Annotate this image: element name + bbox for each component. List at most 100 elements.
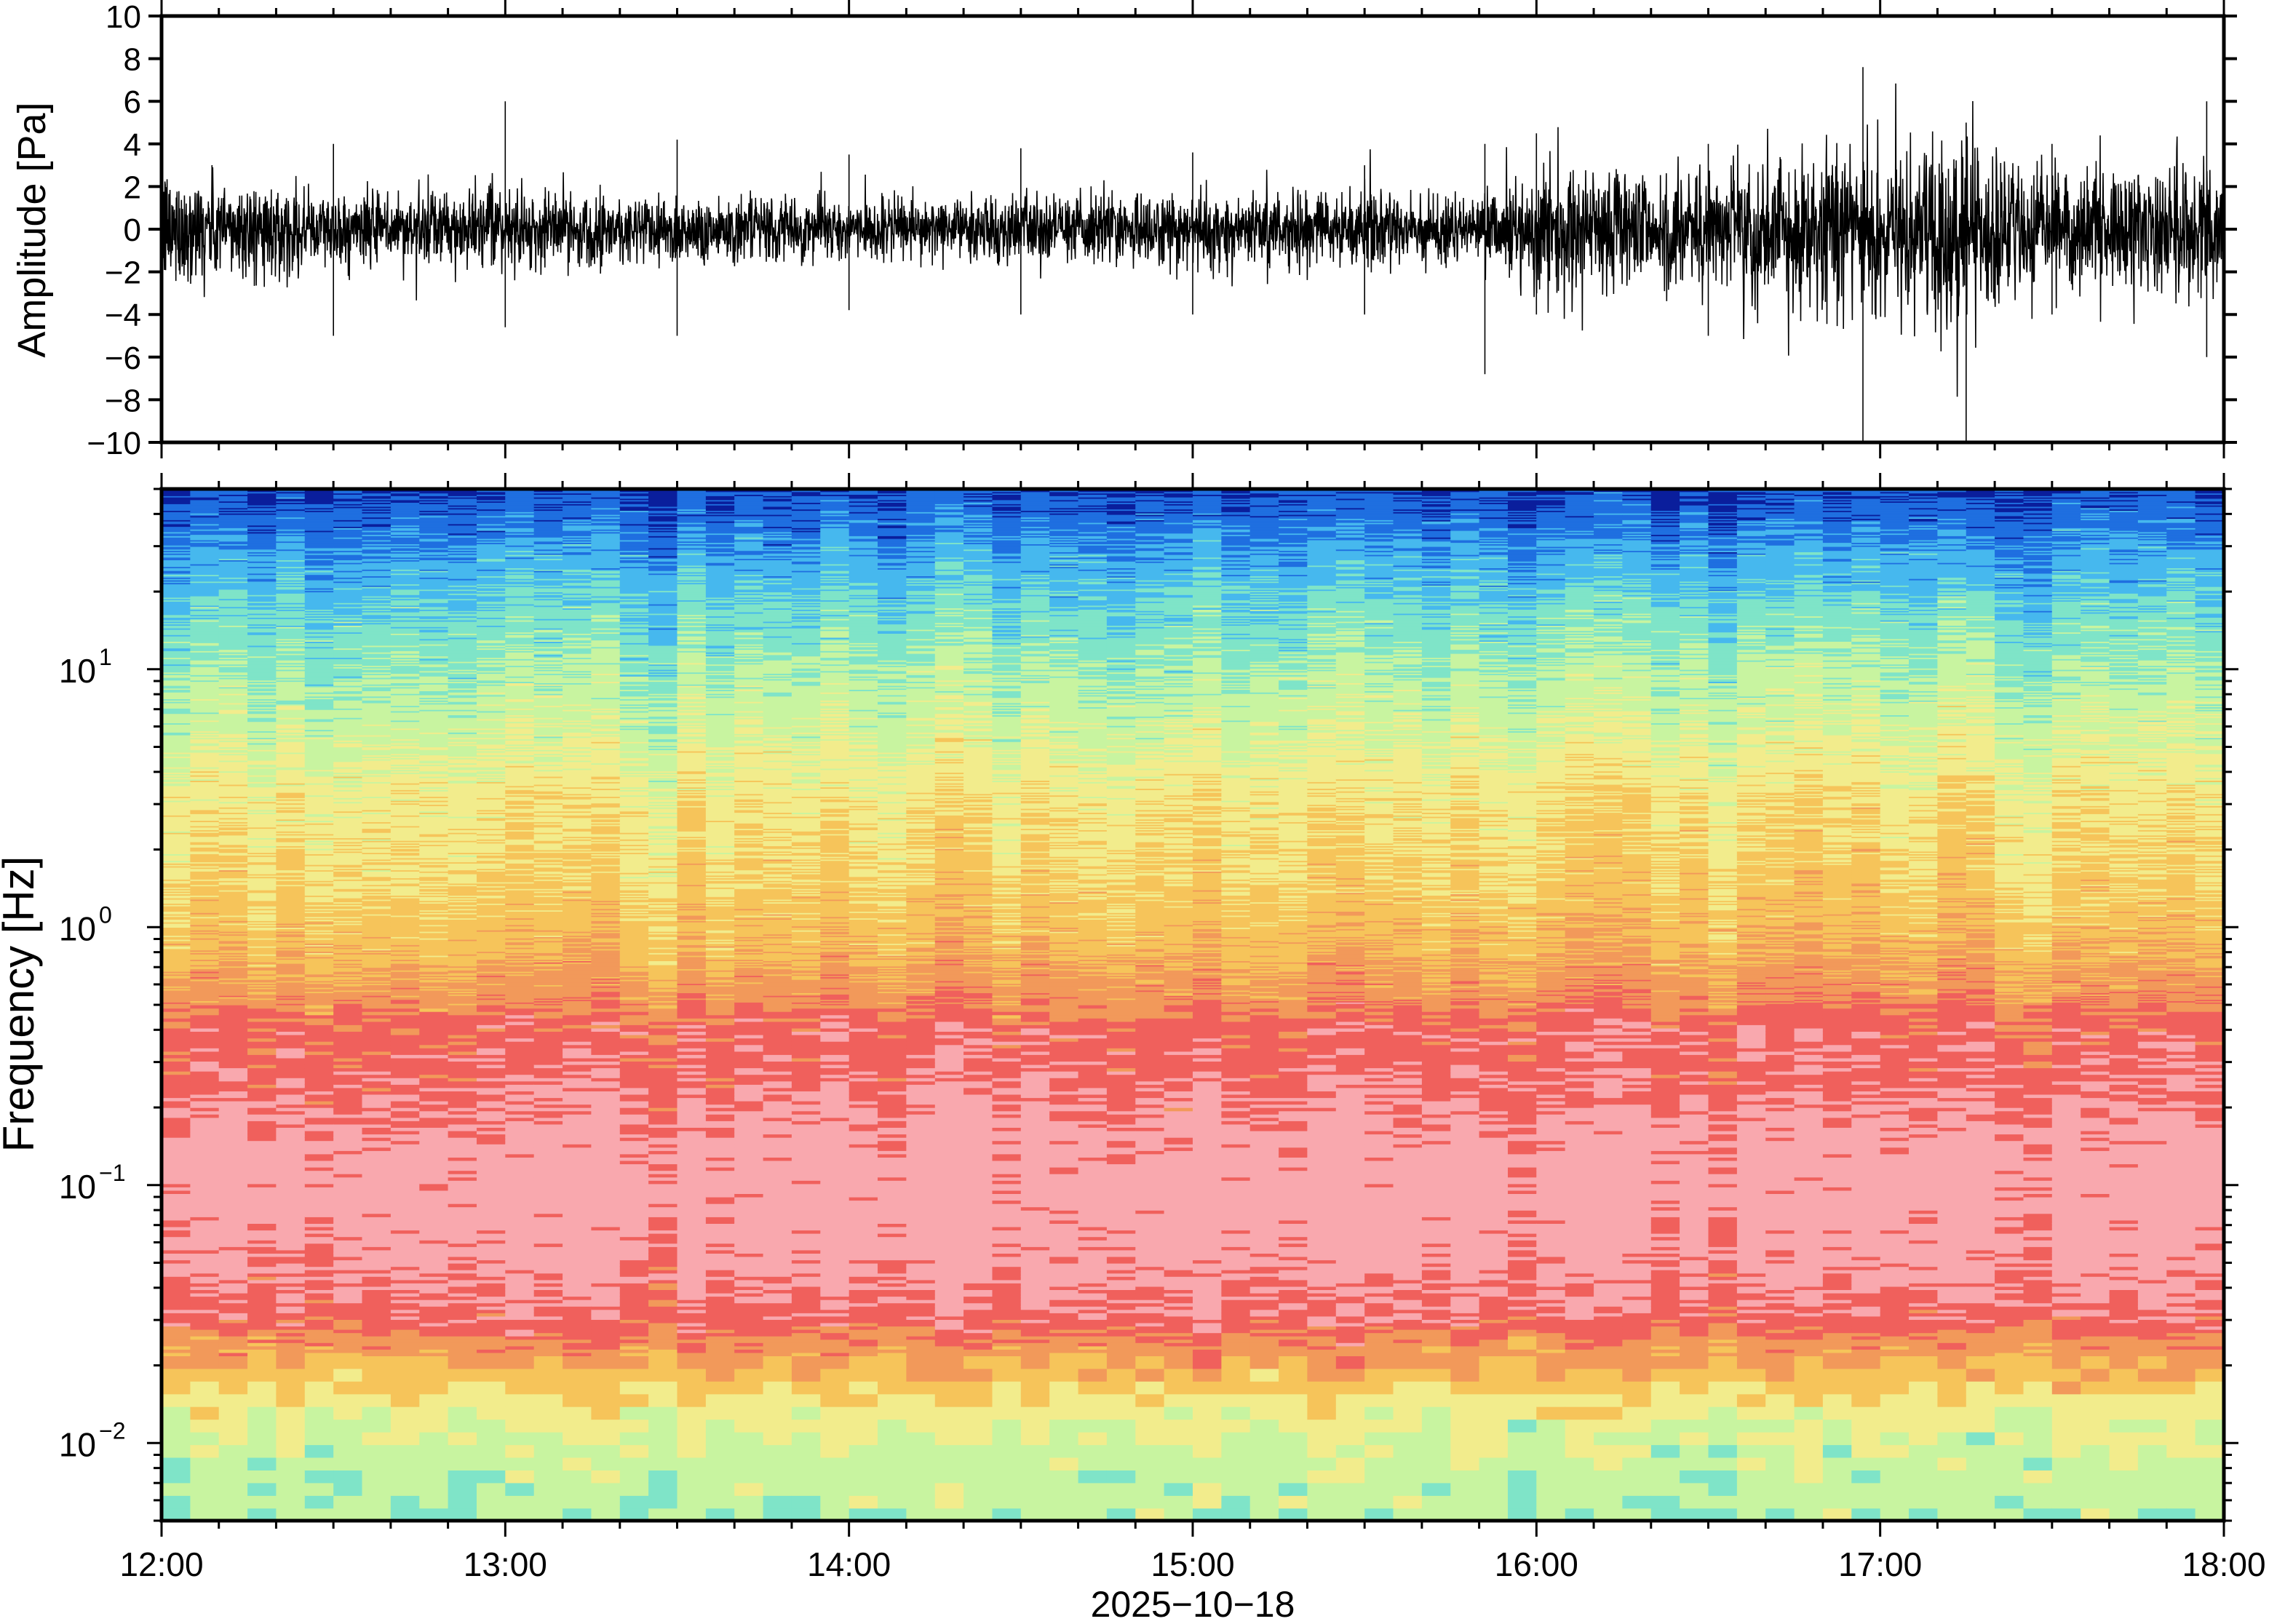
- spectrogram-cell: [419, 1263, 448, 1267]
- spectrogram-cell: [333, 1187, 362, 1190]
- spectrogram-cell: [419, 1061, 448, 1064]
- spectrogram-cell: [333, 1031, 362, 1035]
- spectrogram-cell: [391, 1432, 420, 1445]
- spectrogram-cell: [190, 1457, 219, 1470]
- spectrogram-cell: [305, 1220, 334, 1224]
- spectrogram-cell: [419, 1257, 448, 1260]
- spectrogram-cell: [362, 1134, 392, 1137]
- spectrogram-cell: [247, 1147, 277, 1151]
- spectrogram-cell: [247, 1310, 277, 1313]
- spectrogram-cell: [247, 1250, 277, 1254]
- spectrogram-cell: [333, 1005, 362, 1008]
- spectrogram-cell: [190, 1127, 219, 1131]
- spectrogram-cell: [162, 1302, 191, 1306]
- spectrogram-cell: [333, 1329, 362, 1333]
- spectrogram-cell: [305, 1041, 334, 1045]
- spectrogram-cell: [333, 1061, 362, 1064]
- spectrogram-cell: [305, 1276, 334, 1280]
- spectrogram-cell: [190, 1061, 219, 1064]
- spectrogram-cell: [219, 1342, 248, 1346]
- spectrogram-cell: [362, 1031, 392, 1035]
- spectrogram-cell: [190, 1342, 219, 1346]
- spectrogram-cell: [391, 1263, 420, 1267]
- waveform-y-tick-label: 0: [124, 212, 141, 248]
- spectrogram-cell: [391, 1081, 420, 1085]
- spectrogram-cell: [305, 1088, 334, 1091]
- spectrogram-cell: [219, 1369, 248, 1382]
- spectrogram-cell: [276, 1270, 305, 1273]
- spectrogram-cell: [247, 1296, 277, 1299]
- spectrogram-cell: [276, 1167, 305, 1171]
- spectrogram-cell: [247, 1394, 277, 1407]
- spectrogram-cell: [333, 1310, 362, 1313]
- spectrogram-cell: [333, 1276, 362, 1280]
- spectrogram-cell: [190, 1018, 219, 1022]
- spectrogram-cell: [333, 1270, 362, 1273]
- spectrogram-cell: [362, 1114, 392, 1118]
- spectrogram-cell: [419, 1349, 448, 1353]
- spectrogram-cell: [219, 1250, 248, 1254]
- spectrogram-cell: [419, 1140, 448, 1144]
- spectrogram-cell: [333, 1432, 362, 1445]
- spectrogram-cell: [162, 1457, 191, 1470]
- spectrogram-cell: [276, 1101, 305, 1104]
- spectrogram-cell: [190, 1329, 219, 1333]
- spectrogram-cell: [419, 1227, 448, 1230]
- spectrogram-cell: [362, 1329, 392, 1333]
- spectrogram-cell: [247, 1081, 277, 1085]
- spectrogram-cell: [391, 1214, 420, 1217]
- spectrogram-cell: [305, 1121, 334, 1124]
- spectrogram-cell: [419, 1270, 448, 1273]
- spectrogram-cell: [162, 1180, 191, 1184]
- spectrogram-cell: [276, 1283, 305, 1286]
- waveform-y-tick-label: 6: [124, 84, 141, 120]
- spectrogram-cell: [247, 1107, 277, 1111]
- spectrogram-cell: [391, 1283, 420, 1286]
- spectrogram-cell: [362, 1035, 392, 1038]
- spectrogram-cell: [362, 1263, 392, 1267]
- spectrogram-cell: [333, 1289, 362, 1293]
- spectrogram-cell: [391, 1031, 420, 1035]
- spectrogram-cell: [190, 1180, 219, 1184]
- spectrogram-cell: [219, 1041, 248, 1045]
- spectrogram-cell: [219, 1323, 248, 1326]
- spectrogram-cell: [247, 1200, 277, 1203]
- spectrogram-cell: [419, 1381, 448, 1394]
- spectrogram-cell: [333, 1220, 362, 1224]
- spectrogram-cell: [419, 1011, 448, 1015]
- spectrogram-cell: [419, 1214, 448, 1217]
- spectrogram-cell: [190, 1054, 219, 1058]
- spectrogram-cell: [362, 1342, 392, 1346]
- spectrogram-cell: [162, 1018, 191, 1022]
- spectrogram-cell: [362, 1147, 392, 1151]
- spectrogram-cell: [247, 1088, 277, 1091]
- spectrogram-cell: [162, 1193, 191, 1197]
- spectrogram-cell: [219, 1134, 248, 1137]
- spectrogram-cell: [333, 1147, 362, 1151]
- spectrogram-cell: [162, 1227, 191, 1230]
- spectrogram-cell: [391, 1167, 420, 1171]
- spectrogram-cell: [305, 1154, 334, 1158]
- spectrogram-cell: [162, 1167, 191, 1171]
- spectrogram-cell: [305, 1483, 334, 1496]
- spectrogram-cell: [219, 1206, 248, 1210]
- spectrogram-cell: [391, 1227, 420, 1230]
- spectrogram-cell: [333, 1336, 362, 1340]
- spectrogram-cell: [247, 1127, 277, 1131]
- spectrogram-cell: [276, 1296, 305, 1299]
- spectrogram-cell: [276, 1369, 305, 1382]
- spectrogram-cell: [276, 1031, 305, 1035]
- spectrogram-cell: [219, 1088, 248, 1091]
- spectrogram-cell: [305, 1067, 334, 1071]
- spectrogram-cell: [333, 1349, 362, 1353]
- spectrogram-cell: [162, 1161, 191, 1164]
- spectrogram-cell: [305, 1140, 334, 1144]
- spectrogram-cell: [333, 1140, 362, 1144]
- spectrogram-cell: [419, 1067, 448, 1071]
- spectrogram-cell: [219, 1257, 248, 1260]
- spectrogram-cell: [162, 1121, 191, 1124]
- spectrogram-cell: [162, 1342, 191, 1346]
- spectrogram-cell: [219, 1031, 248, 1035]
- spectrogram-cell: [362, 1107, 392, 1111]
- spectrogram-cell: [391, 1394, 420, 1407]
